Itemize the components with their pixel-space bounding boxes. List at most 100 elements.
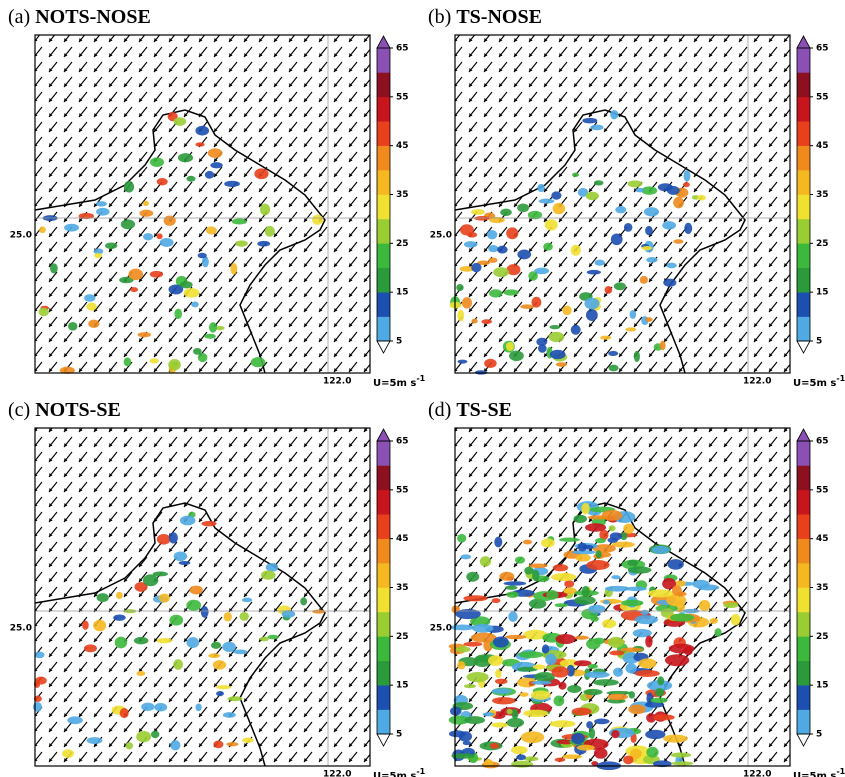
echo-blob bbox=[96, 201, 107, 207]
echo-blob bbox=[635, 187, 645, 193]
echo-blob bbox=[551, 191, 562, 200]
echo-blob bbox=[604, 286, 613, 294]
colorbar-tick-label: 45 bbox=[816, 141, 829, 151]
echo-blob bbox=[486, 229, 498, 240]
lat-label: 25.0 bbox=[430, 624, 452, 634]
echo-blob bbox=[226, 742, 239, 747]
echo-blob bbox=[549, 325, 561, 330]
echo-blob bbox=[514, 556, 526, 564]
echo-blob bbox=[300, 597, 308, 606]
echo-blob bbox=[577, 187, 589, 197]
panel-name: TS-NOSE bbox=[456, 6, 542, 28]
echo-blob bbox=[506, 591, 519, 598]
echo-blob bbox=[586, 560, 610, 571]
echo-blob bbox=[611, 730, 620, 739]
echo-blob bbox=[594, 537, 606, 544]
echo-blob bbox=[233, 649, 248, 655]
colorbar-bottom bbox=[376, 733, 391, 747]
echo-blob bbox=[627, 559, 639, 566]
colorbar-band bbox=[797, 660, 810, 686]
echo-blob bbox=[497, 245, 508, 254]
echo-blob bbox=[495, 678, 508, 685]
colorbar-band bbox=[797, 514, 810, 539]
vector-field bbox=[35, 428, 370, 766]
echo-blob bbox=[606, 690, 632, 695]
echo-blob bbox=[673, 196, 684, 209]
echo-blob bbox=[564, 580, 575, 588]
panel-name: TS-SE bbox=[456, 399, 512, 421]
echo-blob bbox=[586, 269, 601, 275]
echo-blob bbox=[670, 752, 692, 758]
echo-blob bbox=[543, 242, 553, 251]
echo-blob bbox=[541, 538, 555, 548]
echo-blob bbox=[584, 297, 600, 310]
echo-blob bbox=[520, 304, 534, 309]
echo-blob bbox=[531, 296, 542, 308]
panel: (c) NOTS-SE 25.0 122.0 U=5m s-1 5 15 25 35 45 55 6… bbox=[8, 399, 426, 777]
colorbar-tick-label: 15 bbox=[816, 288, 829, 298]
echo-blob bbox=[242, 737, 254, 743]
echo-blob bbox=[549, 720, 576, 728]
echo-blob bbox=[142, 200, 149, 206]
echo-blob bbox=[589, 727, 596, 740]
echo-blob bbox=[516, 754, 527, 761]
echo-blob bbox=[593, 747, 608, 759]
echo-blob bbox=[683, 645, 693, 656]
map-frame bbox=[454, 34, 791, 374]
colorbar-band bbox=[377, 121, 390, 146]
colorbar-band bbox=[797, 218, 810, 244]
echo-blob bbox=[601, 619, 617, 629]
colorbar-tick-label: 55 bbox=[816, 92, 829, 102]
echo-blob bbox=[149, 157, 165, 167]
echo-blob bbox=[536, 337, 548, 346]
echo-blob bbox=[692, 579, 710, 589]
colorbar-tick-label: 25 bbox=[396, 632, 409, 642]
vector-key-exponent: -1 bbox=[836, 767, 845, 776]
colorbar-band bbox=[797, 170, 810, 195]
colorbar-tick-label: 65 bbox=[816, 44, 829, 54]
echo-blob bbox=[128, 268, 144, 281]
colorbar-band bbox=[377, 465, 390, 491]
panel-label: (c) bbox=[8, 399, 30, 421]
echo-blob bbox=[133, 636, 149, 645]
echo-blob bbox=[625, 327, 637, 332]
echo-blob bbox=[94, 253, 103, 259]
colorbar-tick-label: 55 bbox=[816, 485, 829, 495]
echo-blob bbox=[201, 256, 209, 268]
colorbar-tick-label: 15 bbox=[396, 288, 409, 298]
echo-blob bbox=[156, 233, 163, 240]
echo-blob bbox=[691, 195, 700, 200]
echo-blob bbox=[197, 252, 207, 259]
colorbar-band bbox=[797, 611, 810, 637]
echo-blob bbox=[613, 667, 623, 677]
echo-blob bbox=[522, 539, 533, 545]
echo-blob bbox=[532, 664, 546, 670]
colorbar-band bbox=[797, 489, 810, 515]
vector-key-text: U=5m s bbox=[793, 771, 836, 777]
echo-blob bbox=[662, 578, 677, 590]
echo-blob bbox=[591, 761, 599, 766]
echo-blob bbox=[666, 262, 677, 269]
echo-blob bbox=[222, 641, 236, 652]
map-frame bbox=[454, 427, 791, 767]
coastline bbox=[34, 109, 326, 374]
echo-blob bbox=[173, 551, 188, 562]
panel-name: NOTS-NOSE bbox=[35, 6, 151, 28]
echo-blob bbox=[571, 550, 596, 555]
echo-blob bbox=[448, 715, 470, 725]
echo-blob bbox=[528, 598, 547, 609]
echo-blob bbox=[491, 688, 512, 694]
colorbar-bottom bbox=[796, 340, 811, 354]
echo-blob bbox=[142, 574, 159, 587]
echo-blob bbox=[113, 614, 126, 621]
echo-blob bbox=[136, 670, 146, 676]
echo-blob bbox=[455, 646, 471, 653]
echo-blob bbox=[32, 702, 43, 712]
echo-blob bbox=[587, 664, 599, 669]
echo-blob bbox=[156, 178, 168, 186]
echo-blob bbox=[554, 757, 566, 762]
echo-blob bbox=[168, 284, 184, 295]
echo-blob bbox=[581, 585, 590, 598]
echo-blob bbox=[86, 302, 97, 311]
echo-blob bbox=[34, 651, 45, 659]
